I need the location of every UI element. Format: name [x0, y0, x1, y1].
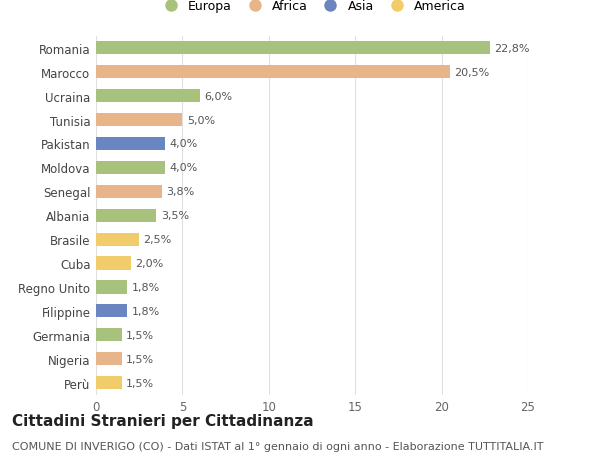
- Bar: [96, 66, 450, 79]
- Text: 2,0%: 2,0%: [135, 258, 163, 269]
- Text: 5,0%: 5,0%: [187, 115, 215, 125]
- Bar: [96, 329, 122, 341]
- Text: 1,8%: 1,8%: [131, 282, 160, 292]
- Bar: [96, 376, 122, 389]
- Bar: [96, 90, 200, 103]
- Bar: [96, 281, 127, 294]
- Bar: [96, 233, 139, 246]
- Text: 1,5%: 1,5%: [126, 378, 154, 388]
- Bar: [96, 162, 165, 174]
- Bar: [96, 209, 157, 222]
- Text: 1,8%: 1,8%: [131, 306, 160, 316]
- Text: 22,8%: 22,8%: [494, 44, 530, 54]
- Text: Cittadini Stranieri per Cittadinanza: Cittadini Stranieri per Cittadinanza: [12, 413, 314, 428]
- Text: 3,5%: 3,5%: [161, 211, 189, 221]
- Bar: [96, 42, 490, 55]
- Bar: [96, 305, 127, 318]
- Bar: [96, 185, 161, 198]
- Text: 1,5%: 1,5%: [126, 354, 154, 364]
- Text: 4,0%: 4,0%: [169, 163, 197, 173]
- Text: 2,5%: 2,5%: [143, 235, 172, 245]
- Text: 1,5%: 1,5%: [126, 330, 154, 340]
- Bar: [96, 138, 165, 151]
- Text: 20,5%: 20,5%: [455, 67, 490, 78]
- Text: 4,0%: 4,0%: [169, 139, 197, 149]
- Bar: [96, 257, 131, 270]
- Text: 3,8%: 3,8%: [166, 187, 194, 197]
- Bar: [96, 114, 182, 127]
- Text: 6,0%: 6,0%: [204, 91, 232, 101]
- Legend: Europa, Africa, Asia, America: Europa, Africa, Asia, America: [158, 0, 466, 13]
- Bar: [96, 353, 122, 365]
- Text: COMUNE DI INVERIGO (CO) - Dati ISTAT al 1° gennaio di ogni anno - Elaborazione T: COMUNE DI INVERIGO (CO) - Dati ISTAT al …: [12, 441, 544, 451]
